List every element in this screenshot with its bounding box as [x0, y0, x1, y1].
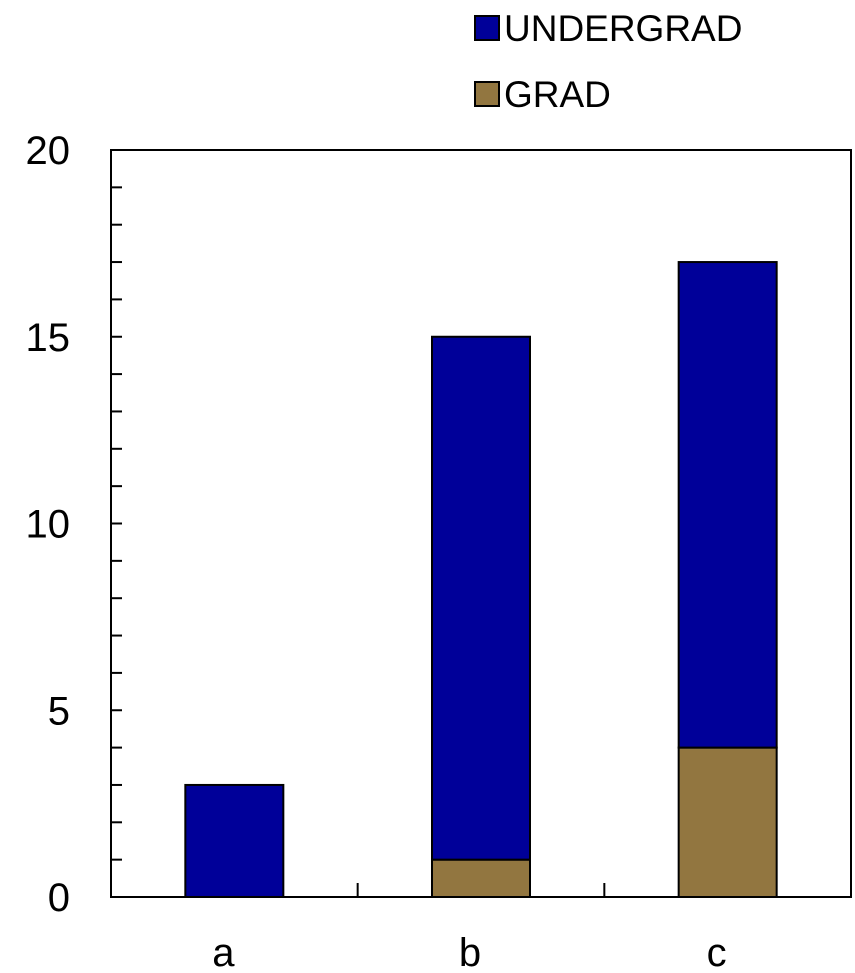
x-tick-label: c	[707, 931, 727, 973]
legend-swatch-grad	[474, 81, 500, 107]
legend-label-grad: GRAD	[504, 74, 611, 115]
y-tick-label: 20	[26, 129, 71, 173]
y-tick-label: 5	[48, 689, 70, 733]
x-tick-label: b	[459, 931, 481, 973]
bar-undergrad-a	[184, 783, 285, 899]
y-tick-label: 15	[26, 316, 71, 360]
legend-label-undergrad: UNDERGRAD	[504, 8, 742, 49]
x-tick-label: a	[212, 931, 235, 973]
bar-grad-c	[677, 746, 778, 898]
y-tick-label: 0	[48, 876, 70, 920]
bar-undergrad-b	[431, 335, 531, 861]
bar-grad-b	[431, 858, 531, 899]
legend-swatch-undergrad	[474, 15, 500, 41]
bar-undergrad-c	[677, 261, 778, 749]
y-tick-label: 10	[26, 503, 71, 547]
